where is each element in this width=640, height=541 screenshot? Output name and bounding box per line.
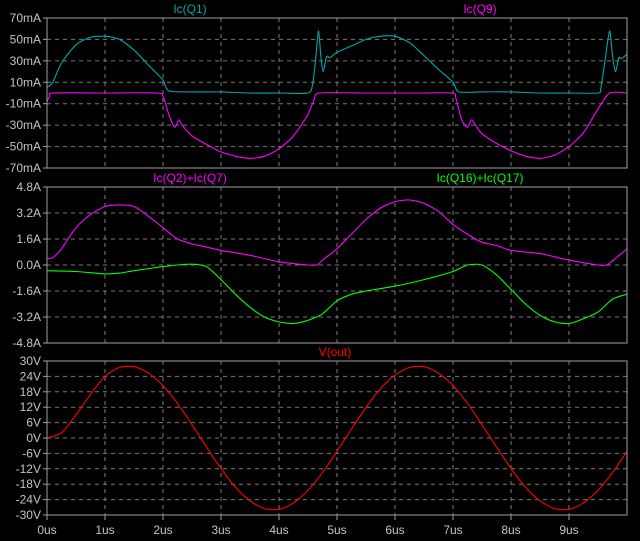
y-tick-label: 70mA bbox=[10, 11, 41, 25]
y-tick-label: 12V bbox=[20, 400, 41, 414]
y-tick-label: 3.2A bbox=[16, 206, 41, 220]
y-tick-label: -3.2A bbox=[12, 310, 41, 324]
pane-2: 4.8A 3.2A 1.6A 0.0A -1.6A -3.2A -4.8A Ic(Q2)+Ic… bbox=[12, 171, 628, 350]
y-tick-label: 30V bbox=[20, 354, 41, 368]
series-label: Ic(Q2)+Ic(Q7) bbox=[153, 171, 227, 185]
y-tick-label: -70mA bbox=[6, 161, 41, 175]
y-tick-label: -12V bbox=[16, 462, 41, 476]
y-tick-label: -30V bbox=[16, 508, 41, 522]
x-tick-label: 0us bbox=[37, 523, 56, 537]
series-line bbox=[46, 91, 628, 159]
y-tick-label: -18V bbox=[16, 477, 41, 491]
y-tick-label: -10mA bbox=[6, 97, 41, 111]
x-tick-label: 7us bbox=[443, 523, 462, 537]
y-tick-label: 1.6A bbox=[16, 232, 41, 246]
y-tick-label: -6V bbox=[22, 446, 41, 460]
x-tick-label: 3us bbox=[211, 523, 230, 537]
y-tick-label: 6V bbox=[26, 416, 41, 430]
series-line bbox=[46, 199, 628, 267]
series-line bbox=[46, 263, 628, 325]
series-line bbox=[46, 365, 628, 511]
x-tick-label: 9us bbox=[559, 523, 578, 537]
y-tick-label: -30mA bbox=[6, 118, 41, 132]
x-tick-label: 1us bbox=[95, 523, 114, 537]
y-tick-label: 10mA bbox=[10, 75, 41, 89]
y-tick-label: -50mA bbox=[6, 140, 41, 154]
y-tick-label: 30mA bbox=[10, 54, 41, 68]
series-line bbox=[46, 30, 628, 94]
plot-frame bbox=[46, 17, 628, 169]
series-label: Ic(Q9) bbox=[463, 2, 496, 16]
y-tick-label: 4.8A bbox=[16, 180, 41, 194]
y-tick-label: 50mA bbox=[10, 32, 41, 46]
y-tick-label: -1.6A bbox=[12, 284, 41, 298]
y-tick-label: -24V bbox=[16, 493, 41, 507]
x-tick-label: 8us bbox=[501, 523, 520, 537]
x-tick-label: 5us bbox=[327, 523, 346, 537]
series-label: Ic(Q1) bbox=[173, 2, 206, 16]
series-label: Ic(Q16)+Ic(Q17) bbox=[436, 171, 523, 185]
x-tick-label: 6us bbox=[385, 523, 404, 537]
y-tick-label: 24V bbox=[20, 369, 41, 383]
x-tick-label: 4us bbox=[269, 523, 288, 537]
series-label: V(out) bbox=[319, 345, 352, 359]
x-tick-label: 2us bbox=[153, 523, 172, 537]
y-tick-label: -4.8A bbox=[12, 336, 41, 350]
y-tick-label: 18V bbox=[20, 385, 41, 399]
y-tick-label: 0.0A bbox=[16, 258, 41, 272]
pane-1: 70mA 50mA 30mA 10mA -10mA -30mA -50mA -70mA Ic(Q… bbox=[6, 2, 628, 175]
plot-frame bbox=[46, 186, 628, 344]
y-tick-label: 0V bbox=[26, 431, 41, 445]
